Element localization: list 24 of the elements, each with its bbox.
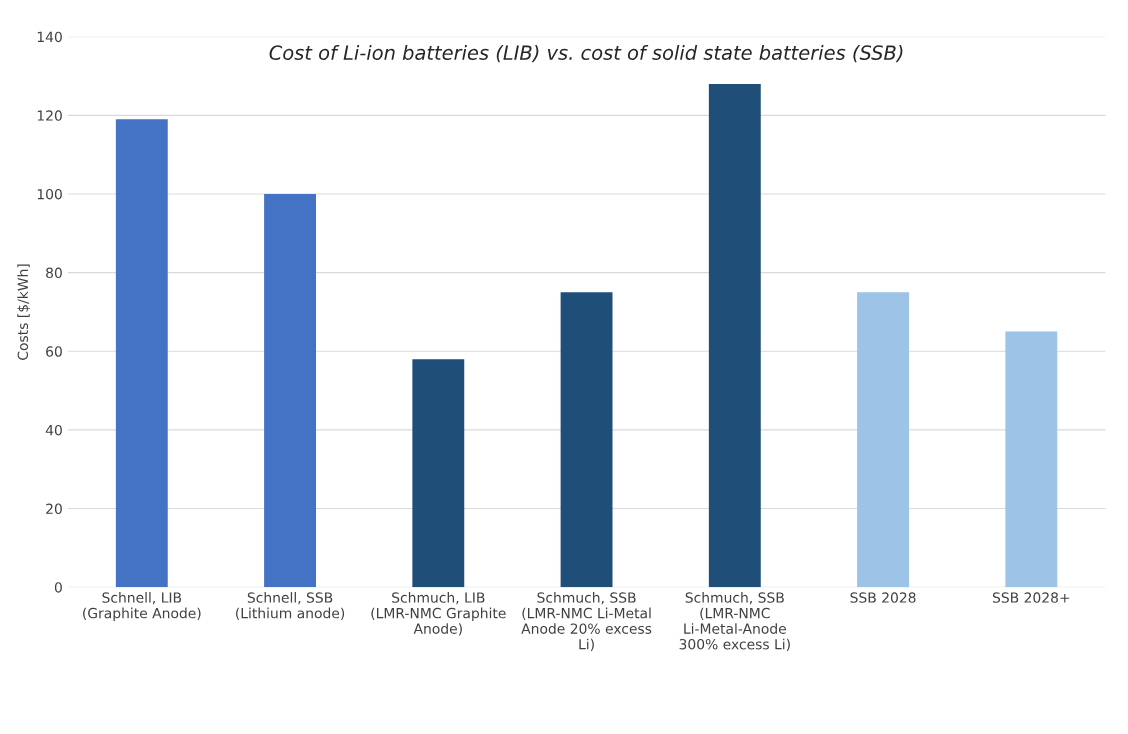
- x-tick-label: Schnell, SSB (Lithium anode): [236, 592, 345, 620]
- x-tick-label: SSB 2028+: [992, 592, 1070, 603]
- y-tick-label: 60: [46, 346, 62, 357]
- x-tick-label: Schmuch, SSB (LMR-NMC Li-Metal-Anode 300% excess Li): [679, 592, 790, 652]
- x-tick-label: Schmuch, SSB (LMR-NMC Li-Metal Anode 20% excess Li): [521, 592, 652, 652]
- bar: [412, 359, 465, 588]
- x-tick-label: Schnell, LIB (Graphite Anode): [83, 592, 201, 622]
- y-axis-title: Costs [$/kWh]: [17, 264, 30, 360]
- bar: [264, 193, 316, 588]
- y-tick-label: 40: [45, 424, 62, 436]
- bar: [1005, 331, 1058, 588]
- y-tick-label: 80: [46, 267, 62, 279]
- x-tick-label: Schmuch, LIB (LMR-NMC Graphite Anode): [371, 592, 506, 636]
- y-tick-label: 140: [37, 31, 62, 43]
- x-tick-label: SSB 2028: [850, 592, 916, 603]
- y-tick-label: 0: [54, 582, 62, 593]
- bar: [115, 119, 168, 588]
- chart-title: Cost of Li-ion batteries (LIB) vs. cost of solid state batteries (SSB): [269, 44, 903, 63]
- y-tick-label: 20: [46, 503, 62, 515]
- bar: [857, 292, 910, 588]
- y-tick-label: 100: [37, 188, 62, 200]
- bar: [560, 292, 613, 588]
- y-tick-label: 120: [37, 110, 62, 121]
- bar: [708, 83, 761, 588]
